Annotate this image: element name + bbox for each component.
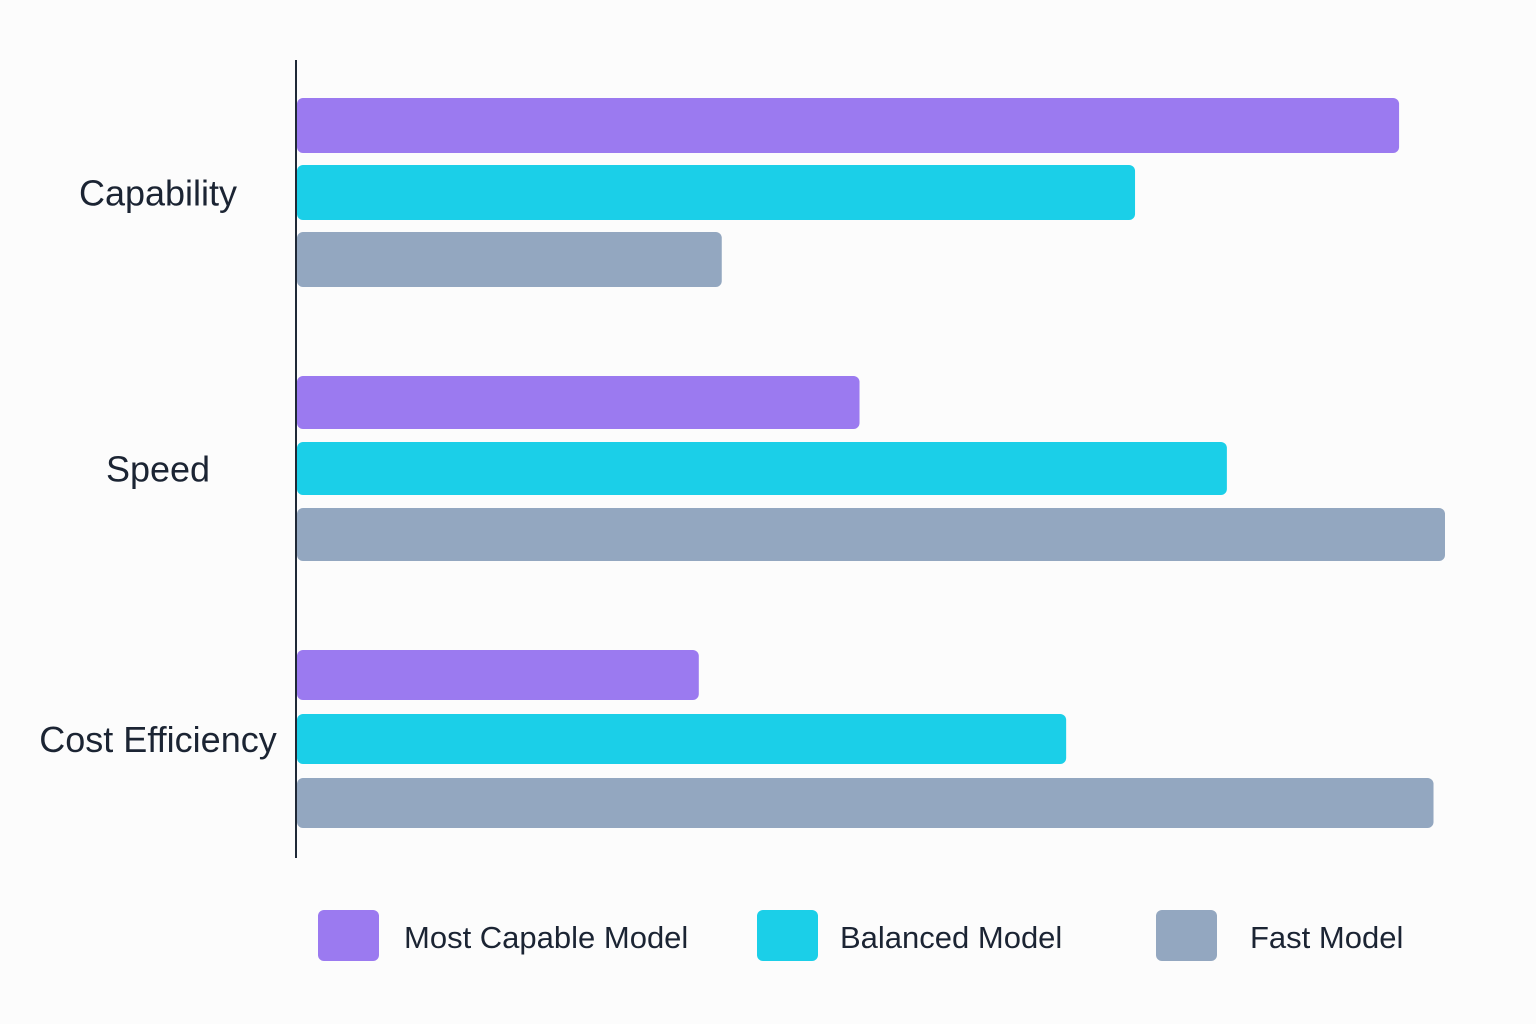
legend-label: Fast Model xyxy=(1250,920,1403,955)
legend-swatch xyxy=(318,910,379,961)
legend-swatch xyxy=(757,910,818,961)
bar-cost-efficiency-most-capable-model xyxy=(297,650,699,700)
legend-label: Balanced Model xyxy=(840,920,1062,955)
bar-speed-most-capable-model xyxy=(297,376,860,429)
category-label: Speed xyxy=(106,449,210,490)
bars-group xyxy=(297,98,1445,828)
bar-capability-balanced-model xyxy=(297,165,1136,220)
legend-swatch xyxy=(1156,910,1217,961)
legend: Most Capable Model Balanced Model Fast Mod… xyxy=(318,910,1403,961)
bar-speed-fast-model xyxy=(297,508,1445,561)
category-labels: Capability Speed Cost Efficiency xyxy=(39,173,276,761)
legend-label: Most Capable Model xyxy=(404,920,688,955)
bar-cost-efficiency-balanced-model xyxy=(297,714,1067,764)
category-label: Cost Efficiency xyxy=(39,719,276,760)
bar-capability-most-capable-model xyxy=(297,98,1400,153)
bar-cost-efficiency-fast-model xyxy=(297,778,1434,828)
bar-speed-balanced-model xyxy=(297,442,1227,495)
category-label: Capability xyxy=(79,173,237,214)
bar-capability-fast-model xyxy=(297,232,722,287)
